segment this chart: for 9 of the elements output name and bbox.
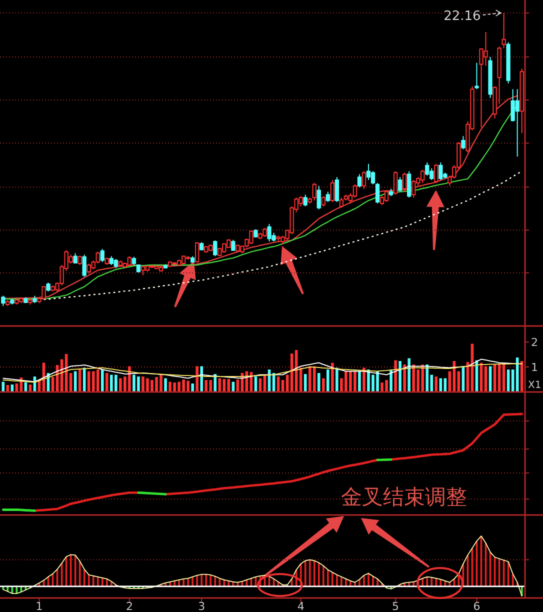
x-tick-label: 1 — [36, 600, 43, 612]
x-tick-label: 4 — [297, 600, 304, 612]
text: X1 — [528, 380, 542, 391]
x-tick-label: 6 — [473, 600, 480, 612]
x-tick-label: 2 — [126, 600, 133, 612]
annotation: 金叉结束调整 — [341, 485, 467, 509]
annotation: 22.16 — [444, 9, 481, 24]
x-tick-label: 5 — [392, 600, 400, 612]
x-tick-label: 3 — [198, 600, 206, 612]
